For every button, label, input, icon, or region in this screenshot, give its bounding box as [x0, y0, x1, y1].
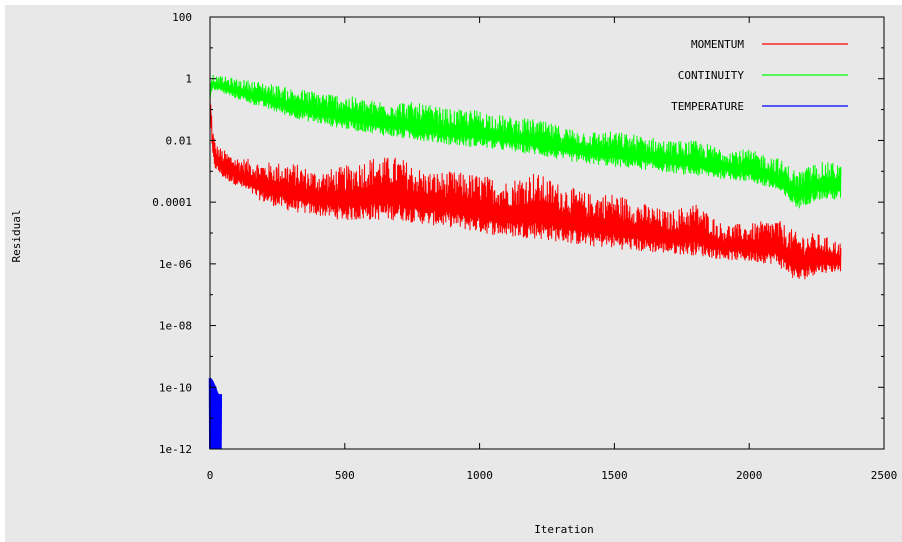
y-tick-label: 100 [172, 11, 192, 24]
x-tick-label: 500 [335, 469, 355, 482]
y-tick-label: 1e-10 [159, 381, 192, 394]
y-tick-label: 1e-08 [159, 320, 192, 333]
x-tick-label: 0 [207, 469, 214, 482]
y-tick-label: 1e-06 [159, 258, 192, 271]
series-momentum [209, 92, 842, 280]
series-line-temperature [208, 377, 223, 450]
legend-label-momentum: MOMENTUM [691, 38, 744, 51]
x-tick-label: 2000 [736, 469, 763, 482]
x-tick-label: 2500 [871, 469, 898, 482]
y-axis-label: Residual [10, 210, 23, 263]
plot-background [5, 5, 902, 542]
series-continuity [209, 74, 842, 209]
x-tick-label: 1500 [601, 469, 628, 482]
y-tick-label: 1e-12 [159, 443, 192, 456]
legend-label-continuity: CONTINUITY [678, 69, 745, 82]
y-tick-label: 0.0001 [152, 196, 192, 209]
legend-label-temperature: TEMPERATURE [671, 100, 744, 113]
y-tick-label: 1 [185, 73, 192, 86]
series-line-momentum [209, 92, 842, 280]
x-axis-label: Iteration [534, 523, 594, 536]
x-tick-label: 1000 [466, 469, 493, 482]
plot-border [209, 16, 885, 450]
series-line-continuity [209, 74, 842, 209]
y-tick-label: 0.01 [166, 134, 193, 147]
series-temperature [208, 377, 223, 450]
